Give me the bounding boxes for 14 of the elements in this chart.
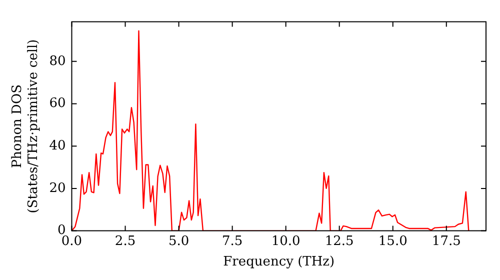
- y-axis-title: Phonon DOS (States/THz·primitive cell): [10, 39, 41, 214]
- x-tick-label: 2.5: [114, 234, 136, 249]
- x-axis-title: Frequency (THz): [223, 254, 335, 270]
- y-tick-label: 20: [49, 180, 66, 196]
- x-tick-label: 0.0: [61, 234, 82, 249]
- x-tick-label: 7.5: [222, 234, 243, 249]
- x-tick-label: 17.5: [432, 234, 461, 249]
- y-tick-label: 60: [49, 96, 66, 112]
- x-tick-label: 15.0: [378, 234, 408, 249]
- x-tick-label: 10.0: [271, 234, 300, 249]
- y-tick-label: 40: [49, 138, 66, 154]
- y-tick-label: 80: [49, 54, 66, 69]
- x-tick-label: 12.5: [324, 234, 354, 249]
- x-tick-label: 5.0: [168, 234, 190, 249]
